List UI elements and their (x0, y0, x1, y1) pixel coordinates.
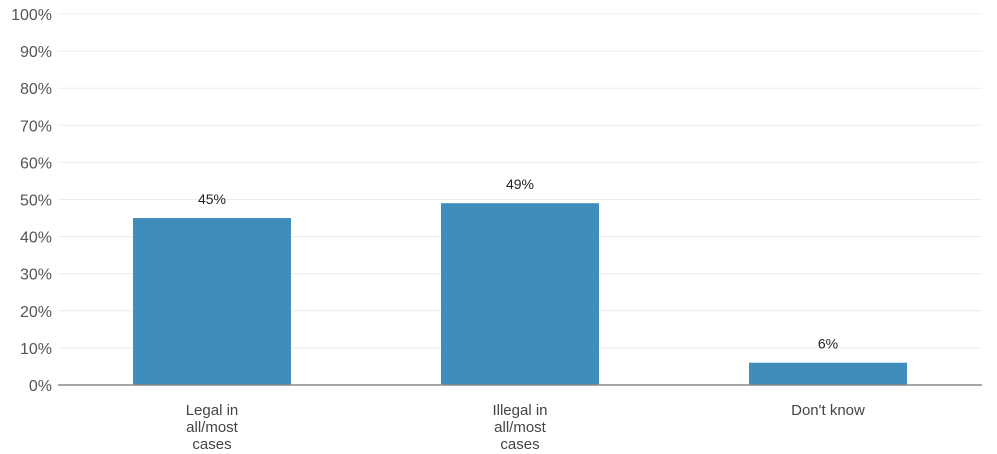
y-tick-label: 20% (20, 304, 52, 321)
y-tick-label: 50% (20, 193, 52, 210)
data-label: 49% (506, 176, 534, 192)
bar (441, 203, 599, 385)
data-label: 45% (198, 191, 226, 207)
x-category-label: Legal in (186, 402, 239, 419)
data-label: 6% (818, 336, 838, 352)
x-category-label: cases (500, 436, 539, 453)
bar (749, 362, 907, 385)
x-category-label: Don't know (791, 402, 865, 419)
bar (133, 218, 291, 385)
y-tick-label: 30% (20, 267, 52, 284)
y-tick-label: 90% (20, 44, 52, 61)
y-axis-tick-labels: 0% 10% 20% 30% 40% 50% 60% 70% 80% 90% 100% (11, 7, 52, 395)
data-labels: 45% 49% 6% (198, 176, 838, 352)
x-category-label: all/most (186, 419, 239, 436)
x-category-label: cases (192, 436, 231, 453)
y-tick-label: 80% (20, 81, 52, 98)
x-category-label: all/most (494, 419, 547, 436)
y-tick-label: 60% (20, 155, 52, 172)
y-tick-label: 10% (20, 341, 52, 358)
x-category-label: Illegal in (492, 402, 547, 419)
y-tick-label: 40% (20, 230, 52, 247)
y-tick-label: 100% (11, 7, 52, 24)
y-tick-label: 0% (29, 378, 52, 395)
bars (133, 203, 907, 385)
y-tick-label: 70% (20, 118, 52, 135)
